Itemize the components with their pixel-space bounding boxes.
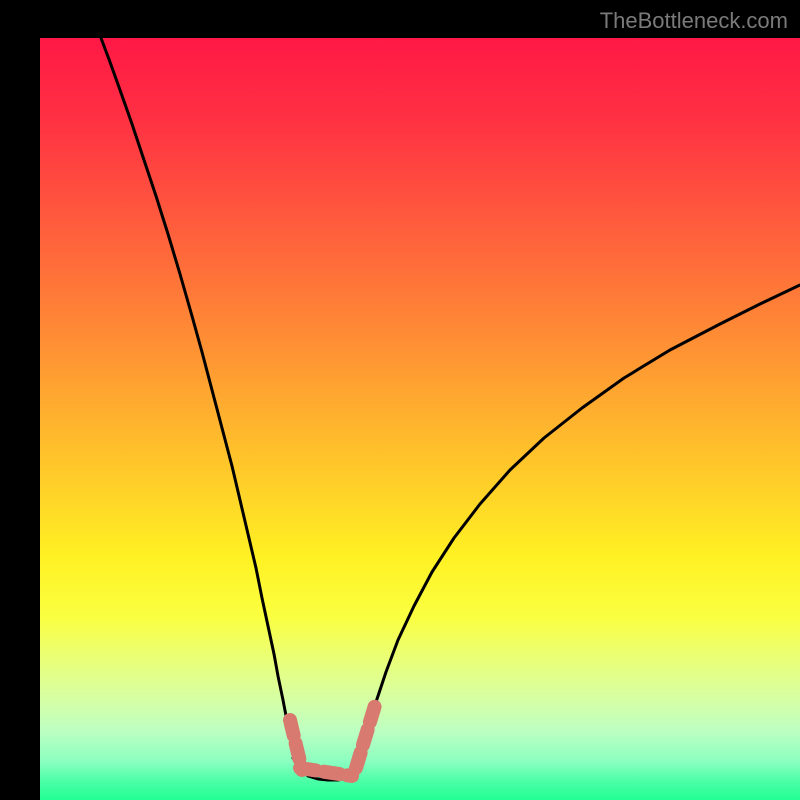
chart-container: TheBottleneck.com [0, 0, 800, 800]
plot-background [40, 38, 800, 800]
watermark-text: TheBottleneck.com [600, 8, 788, 34]
highlight-segment [300, 768, 352, 776]
chart-svg [0, 0, 800, 800]
